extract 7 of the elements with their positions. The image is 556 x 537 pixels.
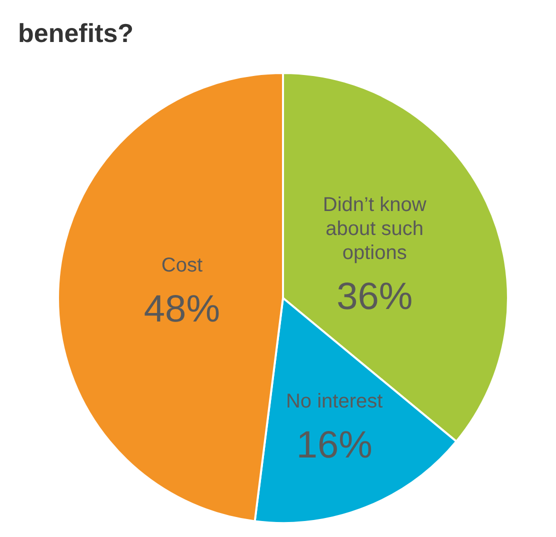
chart-title: benefits? <box>18 18 134 48</box>
slice-label: No interest <box>286 390 384 413</box>
data-label: 16% <box>296 424 372 467</box>
data-label: 48% <box>144 288 220 331</box>
slice-label: Cost <box>161 254 203 277</box>
data-label: 36% <box>336 276 413 318</box>
slice-label: Didn’t know about such options <box>322 194 427 264</box>
